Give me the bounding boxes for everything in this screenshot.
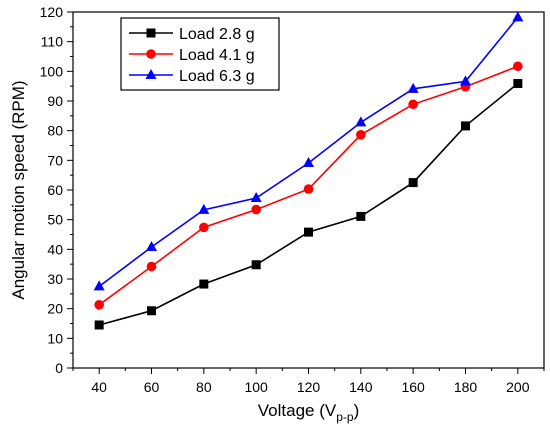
data-point [356,130,366,140]
data-point [251,260,261,270]
plot-area [93,11,524,330]
series-2 [93,11,524,291]
y-tick-label: 50 [47,212,63,228]
data-point [461,121,470,131]
data-point [303,184,314,194]
legend: Load 2.8 g Load 4.1 g Load 6.3 g [120,17,280,91]
data-point [94,300,104,310]
data-point [251,204,261,215]
x-tick-label: 100 [244,379,268,395]
data-point [199,279,209,289]
data-point [513,78,523,88]
series-line [98,82,519,326]
x-tick-label: 200 [506,379,530,395]
x-tick-label: 80 [196,379,212,395]
y-axis-title: Angular motion speed (RPM) [9,80,28,299]
legend-label: Load 2.8 g [179,26,255,43]
x-tick-label: 180 [454,379,478,395]
x-axis-title: Voltage (Vp-p) [258,401,359,424]
data-point [93,280,105,291]
y-tick-label: 70 [47,152,63,168]
x-tick-label: 60 [144,379,160,395]
data-point [408,178,418,188]
data-point [198,203,210,214]
data-point [513,61,523,72]
series-1 [94,61,523,310]
y-tick-label: 80 [47,123,63,139]
x-tick-label: 140 [349,379,373,395]
y-tick-label: 100 [40,63,64,79]
legend-label: Load 6.3 g [179,68,255,85]
legend-label: Load 4.1 g [179,47,255,64]
y-tick-label: 10 [47,330,63,346]
y-tick-label: 30 [47,271,63,287]
legend-marker [145,69,157,79]
y-tick-label: 0 [55,360,63,376]
x-tick-label: 120 [297,379,321,395]
y-tick-label: 60 [47,182,63,198]
x-tick-label: 160 [401,379,425,395]
data-point [460,75,471,86]
axis-titles: Voltage (Vp-p) Angular motion speed (RPM) [9,80,359,424]
legend-marker [146,49,156,59]
x-tick-label: 40 [91,379,107,395]
axes: 0 10 20 30 40 50 60 70 80 90 100 110 120 40 60 80 100 120… [40,4,545,395]
data-point [199,222,209,233]
y-tick-label: 90 [47,93,63,109]
data-point [303,157,314,168]
y-tick-label: 20 [47,301,63,317]
data-point [355,116,367,127]
data-point [94,320,104,330]
series-0 [94,78,523,330]
data-point [146,240,157,251]
data-point [512,11,524,22]
legend-marker [146,28,156,38]
data-point [356,211,366,221]
y-tick-label: 120 [40,4,64,20]
data-point [407,82,419,93]
data-point [304,227,313,237]
data-point [250,192,262,203]
data-point [408,99,418,110]
y-tick-label: 40 [47,241,63,257]
data-point [147,306,156,316]
data-point [146,261,157,272]
y-tick-label: 110 [41,34,64,50]
